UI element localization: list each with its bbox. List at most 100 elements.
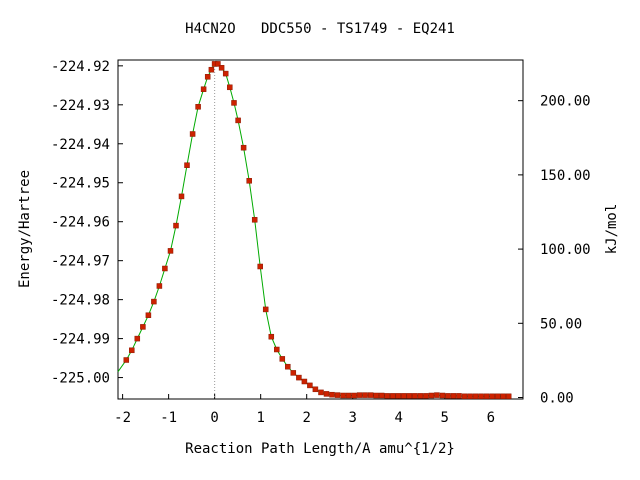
data-point	[312, 386, 319, 393]
data-point	[423, 393, 429, 399]
data-point	[356, 392, 363, 398]
data-point	[279, 356, 286, 362]
data-point	[215, 61, 221, 67]
y-tick-label: -224.93	[51, 98, 110, 114]
data-point	[227, 84, 233, 91]
data-point	[450, 393, 457, 399]
data-point	[140, 324, 146, 330]
data-point	[189, 131, 196, 137]
y-tick-label: -224.97	[51, 254, 110, 270]
y-tick-label: -224.98	[51, 293, 110, 309]
data-point	[329, 391, 335, 398]
data-point	[251, 217, 258, 223]
data-point	[257, 263, 263, 270]
data-point	[240, 144, 247, 151]
data-point	[204, 74, 211, 80]
data-point	[262, 306, 269, 313]
data-point	[290, 370, 297, 376]
data-point	[129, 347, 135, 354]
y-axis-right: 0.00 50.00 100.00 150.00 200.00	[518, 94, 591, 407]
data-point	[500, 393, 506, 400]
data-point	[362, 392, 368, 398]
data-point	[406, 393, 413, 399]
y2-tick-label: 50.00	[540, 316, 582, 332]
y2-tick-label: 150.00	[540, 168, 591, 184]
data-point	[178, 193, 185, 200]
data-point	[334, 392, 341, 398]
data-point	[123, 357, 130, 363]
y2-axis-label: kJ/mol	[604, 204, 620, 255]
data-point	[345, 392, 352, 399]
data-point	[173, 222, 179, 229]
data-point	[439, 392, 446, 399]
y-axis-label: Energy/Hartree	[17, 170, 33, 288]
y-tick-label: -224.92	[51, 59, 110, 75]
data-point	[340, 392, 346, 399]
data-point	[412, 393, 418, 399]
x-tick-label: 6	[487, 410, 495, 426]
x-tick-label: 3	[348, 410, 356, 426]
data-point	[301, 378, 308, 385]
y-tick-label: -224.94	[51, 137, 110, 153]
data-point	[296, 374, 302, 381]
data-point	[318, 389, 324, 396]
data-point	[246, 178, 252, 184]
y-axis-left: -224.92 -224.93 -224.94 -224.95 -224.96 -224.…	[51, 59, 123, 387]
data-point	[505, 393, 512, 400]
data-point	[467, 393, 473, 400]
x-tick-label: 0	[210, 410, 218, 426]
data-point	[373, 392, 379, 399]
data-point	[156, 283, 163, 289]
data-point	[208, 66, 215, 73]
y-tick-label: -224.99	[51, 332, 110, 348]
data-point	[351, 392, 357, 399]
data-point	[472, 393, 479, 400]
data-point	[428, 392, 435, 399]
data-point	[483, 393, 490, 400]
y2-tick-label: 100.00	[540, 242, 591, 258]
data-point	[307, 382, 313, 389]
data-point	[222, 70, 229, 77]
data-point	[478, 393, 484, 400]
data-point	[384, 393, 390, 399]
data-point	[434, 392, 440, 398]
data-point	[195, 104, 201, 110]
data-point	[489, 393, 495, 400]
x-tick-label: 4	[395, 410, 403, 426]
y-tick-label: -224.96	[51, 215, 110, 231]
plot-frame	[117, 59, 524, 400]
data-point	[184, 162, 190, 168]
data-point	[323, 391, 330, 397]
y2-tick-label: 200.00	[540, 94, 591, 110]
x-tick-label: -1	[160, 410, 177, 426]
data-point	[218, 65, 225, 71]
data-point	[231, 100, 237, 106]
data-point	[445, 393, 451, 399]
y2-tick-label: 0.00	[540, 391, 574, 407]
data-point	[274, 346, 280, 353]
data-point	[494, 393, 501, 400]
data-point	[145, 312, 152, 318]
data-point	[167, 248, 174, 254]
chart-title: H4CN2O DDC550 - TS1749 - EQ241	[185, 21, 455, 37]
data-point	[461, 393, 468, 400]
x-tick-label: 1	[256, 410, 264, 426]
data-point	[378, 392, 385, 399]
data-point	[401, 393, 407, 399]
data-point	[268, 333, 275, 340]
x-tick-label: -2	[114, 410, 131, 426]
data-point	[134, 335, 141, 342]
data-point	[456, 393, 462, 399]
data-points	[123, 61, 512, 400]
x-axis-label: Reaction Path Length/A amu^{1/2}	[185, 441, 455, 457]
data-point	[151, 298, 157, 305]
data-point	[285, 363, 291, 370]
data-point	[200, 86, 207, 92]
y-tick-label: -224.95	[51, 176, 110, 192]
x-tick-label: 5	[441, 410, 449, 426]
data-point	[162, 265, 168, 272]
data-point	[390, 393, 396, 399]
y-tick-label: -225.00	[51, 371, 110, 387]
energy-curve	[117, 63, 509, 397]
